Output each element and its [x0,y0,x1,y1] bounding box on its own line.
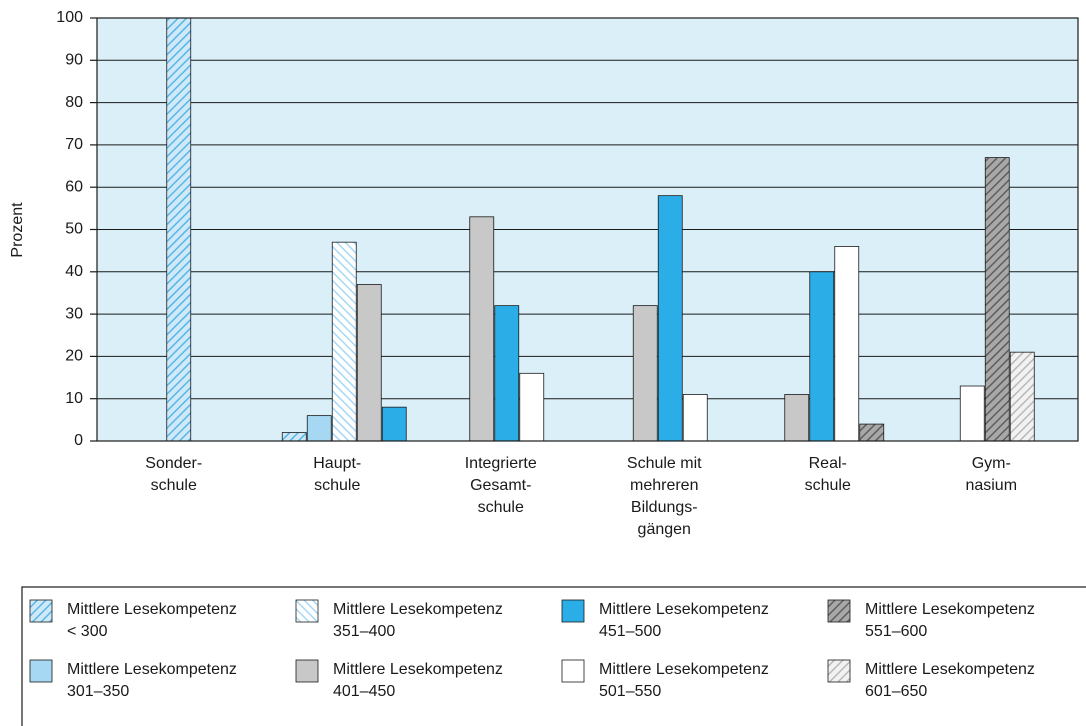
y-axis-label: Prozent [9,202,26,258]
y-tick-label: 80 [65,94,83,111]
legend-box [21,586,1086,726]
y-tick-label: 100 [56,9,83,26]
bar [682,394,708,442]
bar [356,284,382,442]
y-tick-label: 60 [65,178,83,195]
y-tick-label: 10 [65,390,83,407]
bar [381,406,407,442]
bar [809,271,835,442]
legend-swatch [561,599,585,623]
legend-label: Mittlere Lesekompetenz 551–600 [865,601,1035,640]
legend-swatch [29,599,53,623]
legend-label: Mittlere Lesekompetenz 301–350 [67,661,237,700]
bar [519,372,545,442]
bar [281,432,307,442]
x-tick-label: Integrierte Gesamt-schule [465,455,537,516]
bar [657,195,683,442]
bar [784,394,810,442]
y-tick-label: 70 [65,136,83,153]
bar [859,423,885,442]
bar [959,385,985,442]
bar [984,157,1010,442]
bar [494,305,520,442]
plot-border [96,17,1079,442]
bar [632,305,658,442]
bar [1009,351,1035,442]
legend-swatch [295,659,319,683]
bar [469,216,495,442]
legend-label: Mittlere Lesekompetenz 401–450 [333,661,503,700]
y-tick-label: 40 [65,263,83,280]
x-tick-label: Schule mit mehreren Bildungs-gängen [627,455,702,538]
bar [331,241,357,442]
legend-label: Mittlere Lesekompetenz 451–500 [599,601,769,640]
legend-label: Mittlere Lesekompetenz 501–550 [599,661,769,700]
bar [834,246,860,442]
legend-swatch [827,659,851,683]
legend-swatch [29,659,53,683]
legend-swatch [561,659,585,683]
legend-label: Mittlere Lesekompetenz < 300 [67,601,237,640]
y-tick-label: 0 [74,432,83,449]
legend-swatch [827,599,851,623]
y-tick-label: 20 [65,348,83,365]
y-tick-label: 90 [65,52,83,69]
bar [306,415,332,442]
bar [166,17,192,442]
x-tick-label: Sonder-schule [145,455,202,494]
legend-label: Mittlere Lesekompetenz 601–650 [865,661,1035,700]
x-tick-label: Haupt-schule [313,455,361,494]
y-tick-label: 50 [65,221,83,238]
x-tick-label: Gym-nasium [965,455,1017,494]
legend-swatch [295,599,319,623]
legend-label: Mittlere Lesekompetenz 351–400 [333,601,503,640]
y-tick-label: 30 [65,305,83,322]
x-tick-label: Real-schule [805,455,851,494]
